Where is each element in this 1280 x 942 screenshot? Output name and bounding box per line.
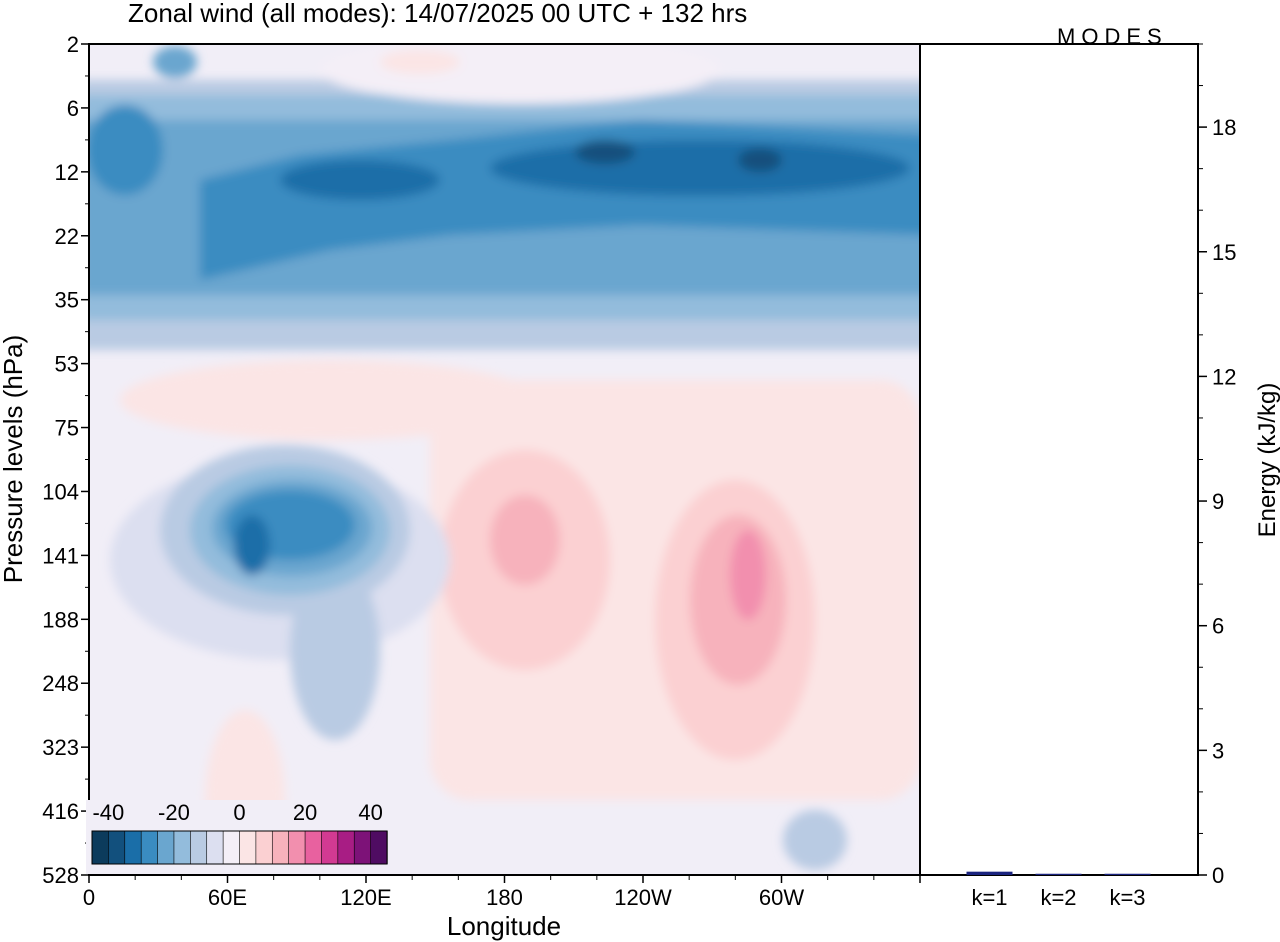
y-axis-label: Pressure levels (hPa) — [0, 335, 28, 584]
colorbar-tick-label: -20 — [158, 800, 190, 825]
colorbar-cell — [206, 830, 224, 865]
energy-axis-label: Energy (kJ/kg) — [1254, 383, 1280, 538]
colorbar-cell — [108, 830, 126, 865]
colorbar-tick-label: 20 — [293, 800, 317, 825]
energy-panel-frame — [919, 43, 1199, 876]
pressure-tick-label: 248 — [42, 671, 79, 696]
x-axis-label: Longitude — [447, 911, 561, 941]
colorbar-cell — [91, 830, 110, 865]
colorbar-cell — [222, 830, 241, 865]
pressure-axis: 2 6 12 22 35 53 75 104 141 188 248 323 416 528 — [42, 32, 89, 888]
contour-top-westerly — [380, 50, 460, 74]
contour-easterly-band-core-east — [490, 140, 910, 196]
colorbar-cell — [140, 830, 159, 865]
energy-bar — [1104, 873, 1151, 875]
longitude-tick-label: 0 — [83, 885, 95, 910]
colorbar: -40 -20 0 20 40 — [86, 800, 396, 874]
colorbar-cell — [353, 830, 372, 865]
energy-tick-label: 12 — [1212, 364, 1236, 389]
energy-tick-label: 9 — [1212, 489, 1224, 514]
contour-top-easterly — [153, 46, 197, 78]
longitude-axis: 0 60E 120E 180 120W 60W — [83, 875, 921, 910]
heatmap-contours — [89, 44, 920, 875]
colorbar-tick-label: 40 — [358, 800, 382, 825]
longitude-tick-label: 180 — [486, 885, 523, 910]
contour-westerly-180-core — [490, 495, 560, 585]
longitude-tick-label: 120W — [614, 885, 672, 910]
energy-tick-label: 6 — [1212, 614, 1224, 639]
pressure-tick-label: 2 — [67, 32, 79, 57]
longitude-tick-label: 60W — [759, 885, 804, 910]
colorbar-cell — [337, 830, 355, 865]
contour-easterly-max-1 — [575, 140, 635, 164]
chart-title: Zonal wind (all modes): 14/07/2025 00 UT… — [128, 0, 747, 28]
longitude-tick-label: 120E — [340, 885, 391, 910]
pressure-tick-label: 188 — [42, 607, 79, 632]
contour-top-light — [320, 44, 720, 104]
colorbar-cells — [91, 830, 388, 865]
pressure-tick-label: 141 — [42, 543, 79, 568]
energy-bars — [966, 871, 1151, 875]
energy-tick-label: 15 — [1212, 240, 1236, 265]
energy-axis: 0 3 6 9 12 15 18 — [1198, 43, 1236, 888]
colorbar-cell — [255, 830, 273, 865]
colorbar-cell — [271, 830, 290, 865]
colorbar-cell — [370, 830, 388, 865]
contour-easterly-max-2 — [738, 148, 782, 172]
mode-axis: k=1 k=2 k=3 — [971, 885, 1145, 910]
contour-lower-easterly — [783, 810, 847, 870]
contour-easterly-jet-core — [234, 515, 270, 575]
colorbar-cell — [304, 830, 323, 865]
pressure-tick-label: 528 — [42, 863, 79, 888]
colorbar-cell — [321, 830, 339, 865]
pressure-tick-label: 6 — [67, 96, 79, 121]
colorbar-cell — [190, 830, 208, 865]
contour-weak-westerly-upper — [120, 360, 540, 440]
pressure-tick-label: 22 — [55, 224, 79, 249]
energy-tick-label: 18 — [1212, 115, 1236, 140]
colorbar-tick-label: 0 — [233, 800, 245, 825]
colorbar-labels: -40 -20 0 20 40 — [92, 800, 382, 825]
wind-heatmap — [89, 44, 920, 875]
energy-tick-label: 3 — [1212, 738, 1224, 763]
energy-tick-label: 0 — [1212, 863, 1224, 888]
contour-easterly-band-core-west — [280, 160, 440, 200]
energy-panel: 0 3 6 9 12 15 18 k=1 k=2 k=3 Energy (kJ/kg) — [919, 43, 1280, 910]
colorbar-cell — [124, 830, 142, 865]
pressure-tick-label: 416 — [42, 799, 79, 824]
longitude-tick-label: 60E — [208, 885, 247, 910]
pressure-tick-label: 53 — [55, 352, 79, 377]
energy-bar — [966, 871, 1013, 875]
contour-upper-left-easterly — [89, 105, 163, 195]
colorbar-cell — [157, 830, 175, 865]
mode-tick-label: k=1 — [971, 885, 1007, 910]
mode-tick-label: k=3 — [1109, 885, 1145, 910]
pressure-tick-label: 104 — [42, 479, 79, 504]
colorbar-tick-label: -40 — [92, 800, 124, 825]
contour-westerly-60w-core — [730, 530, 766, 620]
pressure-tick-label: 323 — [42, 735, 79, 760]
pressure-tick-label: 12 — [55, 160, 79, 185]
mode-tick-label: k=2 — [1040, 885, 1076, 910]
colorbar-cell — [288, 830, 306, 865]
colorbar-frame — [91, 830, 388, 865]
pressure-tick-label: 35 — [55, 288, 79, 313]
colorbar-cell — [173, 830, 192, 865]
colorbar-cell — [239, 830, 257, 865]
pressure-tick-label: 75 — [55, 416, 79, 441]
energy-bar — [1035, 873, 1082, 875]
